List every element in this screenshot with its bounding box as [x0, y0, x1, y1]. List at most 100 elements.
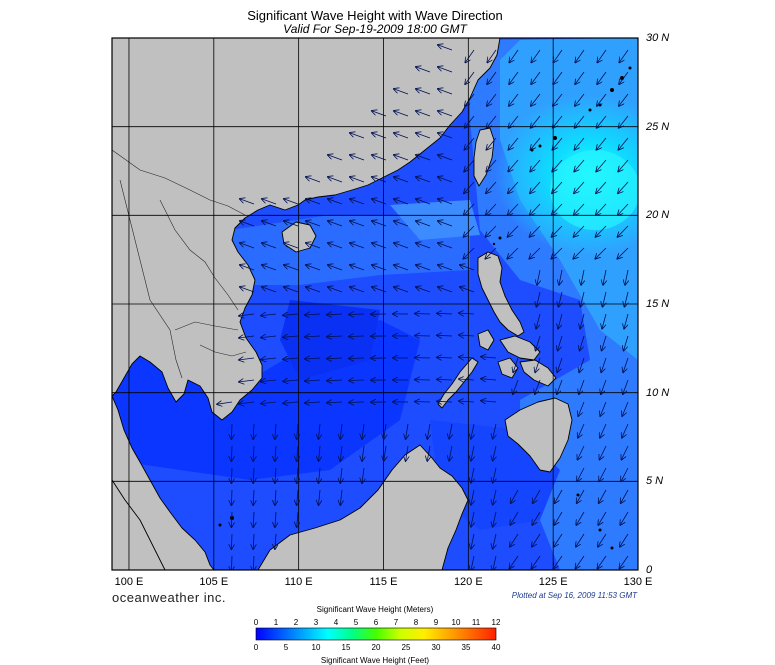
wave-direction-arrow — [340, 467, 342, 483]
map-frame — [111, 37, 639, 571]
wave-direction-arrow — [394, 133, 409, 139]
wave-direction-arrow — [427, 423, 430, 439]
wave-direction-arrow — [231, 511, 232, 527]
wave-direction-arrow — [372, 199, 387, 205]
wave-direction-arrow — [372, 221, 387, 227]
colorbar-feet-tick: 15 — [342, 643, 351, 652]
wave-direction-arrow — [416, 199, 431, 205]
wave-direction-arrow — [275, 489, 276, 505]
wave-direction-arrow — [625, 269, 628, 285]
wave-direction-arrow — [438, 155, 453, 161]
wave-direction-arrow — [340, 423, 342, 439]
latitude-label: 25 N — [646, 120, 670, 133]
wave-direction-arrow — [416, 221, 431, 227]
wave-direction-arrow — [394, 177, 409, 183]
wave-direction-arrow — [262, 287, 277, 293]
wave-direction-arrow — [305, 314, 321, 315]
colorbar-feet-tick: 25 — [402, 643, 411, 652]
wave-direction-arrow — [624, 313, 629, 329]
wave-direction-arrow — [372, 177, 387, 183]
wave-direction-arrow — [465, 137, 475, 150]
wave-direction-arrow — [596, 203, 607, 215]
wave-direction-arrow — [552, 181, 563, 193]
wave-direction-arrow — [487, 49, 497, 62]
wave-direction-arrow — [465, 49, 475, 62]
wave-direction-arrow — [575, 71, 585, 84]
wave-direction-arrow — [253, 423, 254, 439]
wave-direction-arrow — [577, 489, 585, 503]
wave-direction-arrow — [240, 265, 255, 271]
wave-direction-arrow — [284, 199, 299, 205]
wave-direction-arrow — [577, 467, 585, 481]
wave-direction-arrow — [416, 155, 431, 161]
colorbar-feet-tick: 5 — [284, 643, 289, 652]
wave-direction-arrow — [536, 335, 541, 350]
wave-direction-arrow — [327, 358, 343, 359]
wave-direction-arrow — [340, 445, 342, 461]
wave-direction-arrow — [394, 111, 409, 117]
latitude-label: 20 N — [646, 209, 670, 222]
wave-height-colorbar: 0 1 2 3 4 5 6 7 8 9 10 11 120 5 10 15 20 25 30 35 40 — [254, 618, 501, 652]
wave-direction-arrow — [597, 93, 607, 106]
wave-direction-arrow — [553, 49, 563, 62]
colorbar-feet-tick: 30 — [432, 643, 441, 652]
wave-direction-arrow — [349, 380, 365, 381]
wave-direction-arrow — [487, 71, 497, 84]
wave-direction-arrow — [349, 336, 365, 337]
colorbar-feet-tick: 0 — [254, 643, 259, 652]
wave-direction-arrow — [463, 247, 475, 259]
wave-direction-arrow — [350, 287, 365, 293]
wave-direction-arrow — [553, 115, 563, 128]
wave-direction-arrow — [535, 379, 541, 394]
wave-direction-arrow — [297, 489, 298, 505]
wave-direction-arrow — [552, 203, 563, 215]
wave-direction-arrow — [552, 225, 563, 237]
wave-direction-arrow — [283, 336, 299, 337]
wave-direction-arrow — [328, 243, 343, 249]
wave-direction-arrow — [460, 265, 475, 271]
wave-direction-arrow — [576, 533, 585, 547]
wave-direction-arrow — [261, 358, 277, 360]
wave-direction-arrow — [559, 291, 563, 307]
wave-direction-arrow — [362, 445, 364, 461]
wave-direction-arrow — [597, 71, 607, 84]
wave-direction-arrow — [487, 137, 497, 150]
wave-direction-arrow — [600, 401, 607, 416]
wave-direction-arrow — [416, 177, 431, 183]
wave-direction-arrow — [508, 203, 519, 215]
wave-direction-arrow — [239, 358, 255, 360]
wave-direction-arrow — [416, 243, 431, 249]
wave-direction-arrow — [328, 287, 343, 293]
wave-direction-arrow — [471, 467, 474, 483]
wave-direction-arrow — [297, 445, 298, 461]
wave-direction-arrow — [530, 225, 541, 237]
wave-direction-arrow — [305, 380, 321, 381]
land-mindanao — [504, 397, 573, 473]
plotted-timestamp: Plotted at Sep 16, 2009 11:53 GMT — [511, 591, 637, 600]
wave-direction-arrow — [471, 489, 474, 505]
wave-direction-arrow — [575, 93, 585, 106]
wave-direction-arrow — [349, 358, 365, 359]
wave-direction-arrow — [350, 133, 365, 139]
wave-direction-arrow — [394, 89, 409, 95]
wave-direction-arrow — [319, 445, 321, 461]
wave-direction-arrow — [599, 467, 607, 481]
wave-direction-arrow — [596, 159, 607, 171]
wave-direction-arrow — [394, 287, 409, 293]
wave-direction-arrow — [464, 181, 475, 193]
wave-direction-arrow — [262, 221, 277, 227]
wave-direction-arrow — [510, 555, 519, 568]
wave-direction-arrow — [350, 243, 365, 249]
wave-direction-arrow — [578, 423, 585, 438]
wave-direction-arrow — [509, 49, 519, 62]
wave-direction-arrow — [575, 137, 585, 150]
longitude-label: 130 E — [623, 576, 653, 588]
wave-direction-arrow — [513, 357, 519, 372]
wave-direction-arrow — [362, 423, 364, 439]
wave-direction-arrow — [486, 159, 497, 171]
wave-direction-arrow — [481, 379, 497, 380]
wave-direction-arrow — [231, 489, 232, 505]
wave-direction-arrow — [438, 67, 453, 73]
wave-direction-arrow — [327, 314, 343, 315]
wave-direction-arrow — [603, 269, 606, 285]
